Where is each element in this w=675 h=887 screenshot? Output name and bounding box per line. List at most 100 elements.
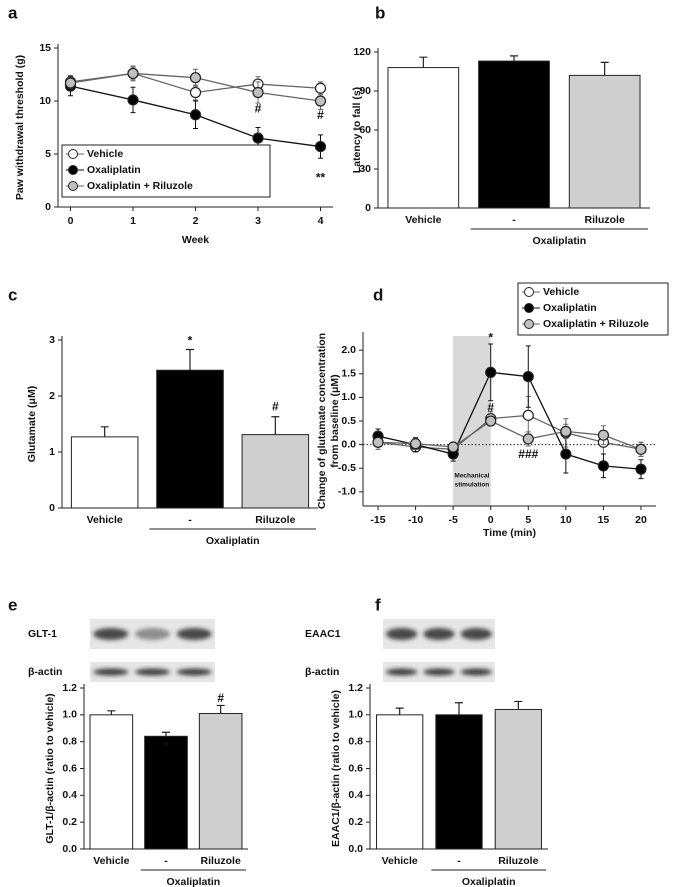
y-tick-label: 0 [365, 202, 371, 214]
legend-marker [524, 319, 534, 329]
legend-box [517, 282, 669, 336]
point [522, 371, 534, 383]
panel-letter: a [8, 3, 18, 22]
blot-band [135, 628, 170, 640]
y-tick-label: 5 [45, 148, 51, 160]
group-label: Oxaliplatin [532, 235, 586, 247]
point [409, 438, 422, 450]
group-label: Oxaliplatin [166, 876, 220, 887]
y-tick-label: 10 [39, 95, 51, 107]
point [522, 409, 534, 421]
series-line [377, 371, 642, 470]
series-line [378, 420, 642, 450]
x-tick-label: 3 [255, 215, 261, 227]
x-tick-label: 20 [635, 514, 647, 526]
y-tick-label: 1.2 [62, 682, 77, 694]
y-tick-label: 0.0 [62, 843, 77, 855]
y-tick-label: 0.6 [62, 762, 77, 774]
y-tick-label: 1.5 [341, 368, 356, 380]
x-tick-label: Riluzole [201, 855, 241, 867]
panel-letter: d [373, 285, 383, 304]
y-tick-label: 0.0 [348, 843, 363, 855]
legend-label: Vehicle [543, 286, 579, 298]
y-axis-label: from baseline (μM) [329, 374, 341, 467]
point [64, 77, 77, 89]
blot-band [135, 668, 170, 676]
x-tick-label: 10 [560, 514, 572, 526]
point [597, 429, 610, 441]
y-tick-label: 60 [359, 124, 371, 136]
y-tick-label: 90 [359, 85, 371, 97]
x-tick-label: 15 [598, 514, 610, 526]
annotation: * [488, 331, 493, 345]
legend-marker [68, 181, 78, 191]
y-tick-label: 30 [359, 163, 371, 175]
error-bar [271, 416, 280, 435]
point [252, 86, 264, 99]
y-tick-label: 0.4 [348, 789, 363, 801]
y-tick-label: 15 [39, 42, 51, 54]
y-tick-label: 1.2 [348, 682, 363, 694]
bar [478, 60, 550, 209]
x-tick-label: Vehicle [382, 855, 418, 867]
x-tick-label: - [188, 514, 192, 526]
error-bar [419, 56, 428, 68]
x-tick-label: Vehicle [87, 514, 123, 526]
x-tick-label: Riluzole [498, 855, 538, 867]
point [314, 140, 327, 153]
y-tick-label: 0 [45, 201, 51, 213]
point [485, 415, 497, 427]
y-tick-label: 0.6 [348, 762, 363, 774]
x-tick-label: 4 [318, 215, 324, 227]
legend-label: Oxaliplatin [87, 164, 141, 176]
y-tick-label: 1.0 [341, 391, 356, 403]
shade-label: stimulation [455, 482, 490, 489]
x-tick-label: -15 [370, 514, 385, 526]
x-tick-label: Vehicle [93, 855, 129, 867]
panel-letter: f [375, 595, 381, 614]
series-line [377, 414, 642, 450]
y-axis-label: Latency to fall (s) [351, 87, 363, 173]
point [597, 460, 610, 472]
error-bar [514, 700, 523, 710]
point [127, 67, 139, 80]
error-bar [162, 731, 170, 737]
bar [568, 74, 641, 209]
bar [198, 712, 243, 850]
y-axis-label: EAAC1/β-actin (ratio to vehicle) [330, 690, 342, 847]
x-tick-label: 5 [525, 514, 531, 526]
blot-band [460, 628, 493, 640]
bar [156, 369, 224, 509]
blot-label: β-actin [305, 666, 339, 678]
group-label: Oxaliplatin [206, 535, 260, 547]
blot-band [93, 668, 129, 676]
x-tick-label: -10 [408, 514, 423, 526]
annotation: * [188, 333, 193, 347]
y-tick-label: 0.5 [341, 415, 356, 427]
annotation: # [487, 400, 494, 414]
x-tick-label: - [164, 855, 168, 867]
blot-band [460, 668, 493, 676]
legend-marker [524, 287, 534, 297]
stimulation-shade [453, 336, 491, 506]
y-tick-label: 0.2 [62, 816, 77, 828]
legend-marker [68, 149, 78, 159]
panel-letter: b [375, 3, 385, 22]
bar [376, 714, 424, 850]
x-tick-label: Riluzole [255, 514, 295, 526]
x-tick-label: 0 [68, 215, 74, 227]
point [314, 82, 327, 94]
y-axis-label: GLT-1/β-actin (ratio to vehicle) [44, 693, 56, 843]
y-tick-label: 2 [49, 390, 55, 402]
annotation: # [272, 399, 279, 413]
point [252, 132, 264, 144]
y-tick-label: 0 [49, 502, 55, 514]
point [635, 443, 647, 455]
error-bar [216, 704, 225, 714]
blot-band [93, 628, 129, 640]
legend-marker [68, 165, 78, 175]
point [447, 441, 459, 453]
annotation: ### [518, 447, 538, 461]
y-axis-label: Paw withdrawal threshold (g) [14, 55, 26, 200]
